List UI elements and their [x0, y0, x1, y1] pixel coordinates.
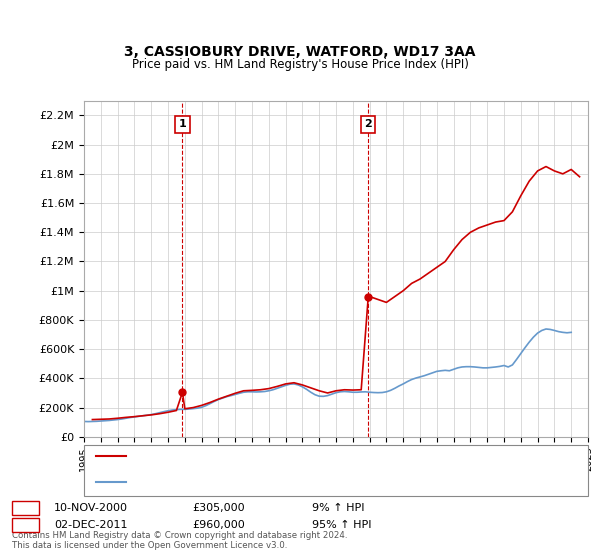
Text: 95% ↑ HPI: 95% ↑ HPI [312, 520, 371, 530]
Text: Price paid vs. HM Land Registry's House Price Index (HPI): Price paid vs. HM Land Registry's House … [131, 58, 469, 71]
Text: 1: 1 [179, 119, 187, 129]
Text: 2: 2 [364, 119, 372, 129]
Text: HPI: Average price, detached house, Watford: HPI: Average price, detached house, Watf… [132, 477, 351, 487]
Text: 9% ↑ HPI: 9% ↑ HPI [312, 503, 365, 513]
Text: 3, CASSIOBURY DRIVE, WATFORD, WD17 3AA: 3, CASSIOBURY DRIVE, WATFORD, WD17 3AA [124, 45, 476, 59]
Text: 2: 2 [22, 520, 29, 530]
Text: £305,000: £305,000 [192, 503, 245, 513]
Text: 1: 1 [22, 503, 29, 513]
Text: Contains HM Land Registry data © Crown copyright and database right 2024.
This d: Contains HM Land Registry data © Crown c… [12, 530, 347, 550]
Text: 02-DEC-2011: 02-DEC-2011 [54, 520, 128, 530]
Text: 3, CASSIOBURY DRIVE, WATFORD, WD17 3AA (detached house): 3, CASSIOBURY DRIVE, WATFORD, WD17 3AA (… [132, 451, 442, 461]
Text: £960,000: £960,000 [192, 520, 245, 530]
Text: 10-NOV-2000: 10-NOV-2000 [54, 503, 128, 513]
